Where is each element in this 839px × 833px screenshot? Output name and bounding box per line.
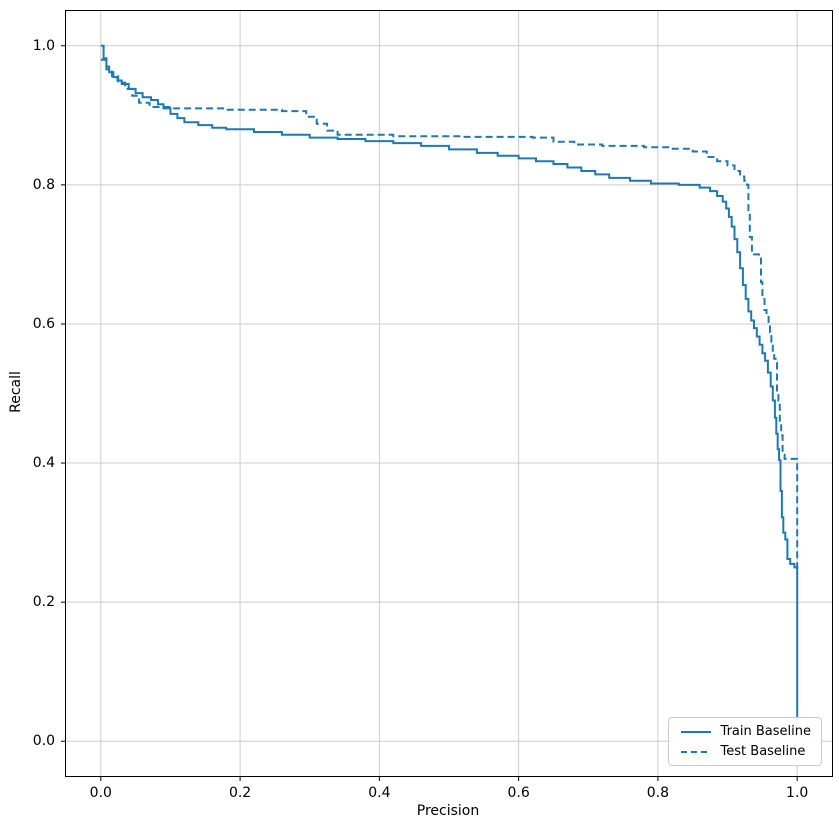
legend-label-train-baseline: Train Baseline (720, 724, 811, 739)
y-tick-label: 1.0 (32, 37, 55, 54)
x-tick-label: 0.0 (89, 785, 112, 801)
train-baseline-solid-line-sample (680, 730, 711, 733)
legend: Train Baseline Test Baseline (667, 717, 822, 766)
x-tick-label: 0.8 (646, 785, 670, 801)
legend-label-test-baseline: Test Baseline (720, 744, 806, 759)
plot-area: 0.0 0.2 0.4 0.6 0.8 1.0 0.0 0.2 0.4 0.6 0.8 1.0 Tr… (33, 10, 833, 801)
legend-item-train-baseline: Train Baseline (679, 725, 811, 738)
series-line-train-baseline (100, 44, 799, 721)
y-tick-label: 0.0 (32, 733, 55, 750)
test-baseline-dashed-line-sample (680, 750, 711, 753)
y-tick-label: 0.8 (32, 176, 55, 193)
y-tick-label: 0.6 (32, 315, 55, 332)
legend-item-test-baseline: Test Baseline (679, 745, 811, 758)
plot-canvas (61, 11, 832, 781)
x-tick-label: 0.6 (507, 785, 530, 801)
y-tick-label: 0.4 (32, 455, 55, 472)
x-tick-label: 0.2 (228, 785, 252, 801)
series-line-test-baseline (100, 58, 799, 575)
y-tick-label: 0.2 (32, 594, 55, 611)
x-axis-label: Precision (416, 803, 480, 819)
x-tick-label: 1.0 (786, 785, 809, 801)
x-tick-label: 0.4 (368, 785, 391, 801)
y-axis-label: Recall (8, 371, 24, 413)
